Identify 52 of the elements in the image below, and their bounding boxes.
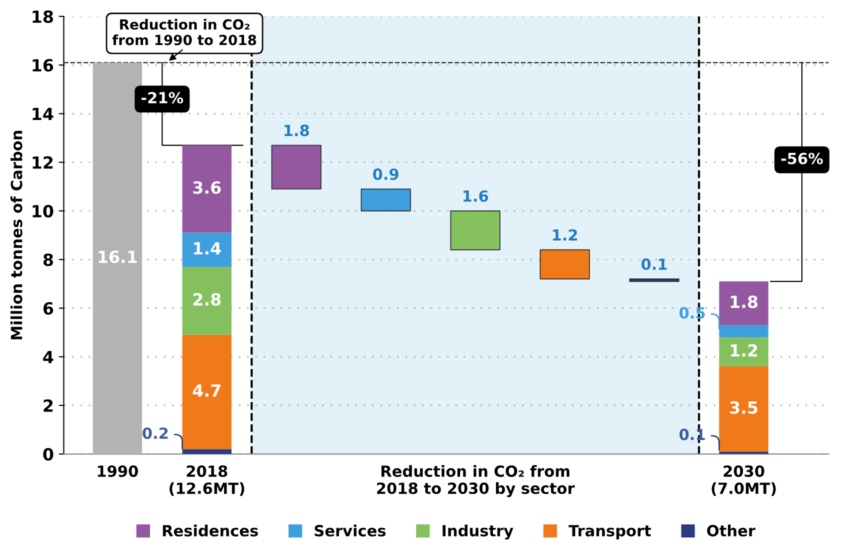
y-tick-label: 2 xyxy=(44,399,53,412)
data-label: 16.1 xyxy=(98,250,137,264)
data-label: 1.8 xyxy=(284,124,309,136)
bar xyxy=(182,232,232,267)
data-label: 1.2 xyxy=(730,344,758,356)
bar xyxy=(182,334,232,450)
y-tick-label: 12 xyxy=(32,156,53,169)
y-tick-label: 4 xyxy=(43,350,54,364)
y-tick-label: 16 xyxy=(32,59,54,72)
data-label: 0.5 xyxy=(680,307,705,319)
bar xyxy=(182,145,232,233)
legend-label: Industry xyxy=(442,524,514,540)
legend-label: Residences xyxy=(162,524,258,536)
bar xyxy=(629,278,680,282)
data-label: 0.9 xyxy=(373,168,398,180)
data-label: 4.7 xyxy=(192,384,220,397)
y-tick-label: 8 xyxy=(43,253,53,266)
x-tick-label: 2018 (12.6MT) xyxy=(170,465,244,496)
y-tick-label: 6 xyxy=(43,302,54,315)
data-label: 0.1 xyxy=(680,428,705,440)
annotation: Reduction in CO₂ from 1990 to 2018 xyxy=(112,18,256,46)
x-tick-label: Reduction in CO₂ from 2018 to 2030 by sector xyxy=(377,465,575,498)
data-label: 0.1 xyxy=(641,258,667,270)
bar xyxy=(719,337,768,366)
bar xyxy=(360,188,411,212)
legend-label: Services xyxy=(314,524,386,536)
bar xyxy=(271,144,322,190)
y-tick-label: 10 xyxy=(32,204,54,218)
data-label: 1.2 xyxy=(552,229,578,241)
data-label: 3.5 xyxy=(730,401,758,414)
data-label: 0.2 xyxy=(142,427,168,439)
legend-label: Other xyxy=(707,524,756,536)
annotation: -56% xyxy=(781,152,823,164)
y-axis-title: Million tonnes of Carbon xyxy=(10,130,22,340)
data-label: 1.6 xyxy=(464,190,488,202)
bar xyxy=(540,249,590,280)
annotation: -21% xyxy=(142,92,184,104)
y-tick-label: 14 xyxy=(32,108,54,120)
x-tick-label: 1990 xyxy=(98,465,138,477)
data-label: 1.8 xyxy=(730,296,758,308)
data-label: 1.4 xyxy=(194,242,221,254)
data-label: 3.6 xyxy=(193,181,221,194)
y-tick-label: 18 xyxy=(32,10,53,23)
bar xyxy=(182,266,232,335)
y-tick-label: 0 xyxy=(43,448,54,461)
bar xyxy=(450,210,500,250)
data-label: 2.8 xyxy=(193,293,221,306)
bar xyxy=(719,366,768,452)
bar xyxy=(719,281,768,326)
bar xyxy=(92,62,142,454)
x-tick-label: 2030 (7.0MT) xyxy=(712,465,776,496)
legend-label: Transport xyxy=(568,525,652,540)
